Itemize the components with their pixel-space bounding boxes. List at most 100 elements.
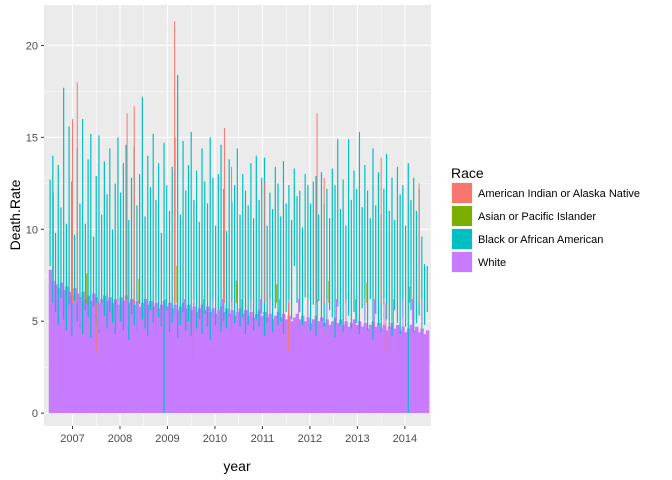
legend-swatch [452,229,472,249]
bar-white [178,306,183,414]
bar-white [336,323,340,414]
bar-white [252,317,256,414]
bar-white [401,326,405,414]
bar-white [200,304,205,414]
bar-white [184,308,188,414]
bar-white [97,302,101,414]
bar-white [227,313,232,414]
bar-white [108,297,112,414]
bar-white [170,308,175,414]
bar-white [393,328,397,414]
bar-white [187,304,191,414]
bar-white [173,304,177,414]
bar-white [298,319,302,414]
bar-white [415,326,419,414]
bar-white [284,319,289,414]
bar-white [279,317,283,414]
bar-white [292,317,297,414]
bar-white [119,297,123,414]
bar-white [317,321,321,414]
bar-white [81,291,85,414]
bar-white [138,306,142,414]
bar-white [263,312,267,414]
x-tick-label: 2013 [345,433,369,445]
bar-white [56,288,61,414]
bar-white [195,312,199,414]
bar-white [143,299,148,414]
bar-white [146,304,150,414]
y-tick-label: 15 [26,132,38,144]
bar-white [54,284,58,414]
bar-white [235,312,240,414]
x-axis: 2007 2008 2009 2010 2011 2012 2013 2014 [60,426,417,445]
legend-label: Black or African American [478,234,603,246]
x-tick-label: 2007 [60,433,84,445]
bar-white [84,299,88,414]
bar-white [341,324,346,414]
bar-white [363,323,367,414]
bar-white [423,334,427,414]
bar-white [100,299,104,414]
y-tick-label: 20 [26,40,38,52]
bar-white [382,324,386,414]
bar-white [241,313,245,414]
y-tick-label: 0 [32,408,38,420]
bar-white [349,323,354,414]
bar-white [306,317,310,414]
legend-label: American Indian or Alaska Native [478,188,640,200]
bar-white [311,319,316,414]
bar-white [238,308,243,414]
bar-white [366,328,370,414]
bar-white [216,310,221,414]
legend-swatch [452,252,472,272]
bar-white [230,310,234,414]
bar-white [165,306,169,414]
bar-white [189,310,194,414]
bar-white [219,306,224,414]
legend-swatch [452,183,472,203]
bar-white [113,299,118,414]
bar-white [103,295,107,414]
x-tick-label: 2008 [108,433,132,445]
bar-white [67,291,72,414]
bar-white [260,315,264,414]
bar-white [151,306,156,414]
bar-white [360,326,365,414]
chart-bars [48,21,430,414]
bar-white [265,317,270,414]
bar-white [225,308,229,414]
bar-white [398,330,403,414]
bar-white [149,300,153,414]
legend: Race American Indian or Alaska Native Asi… [451,165,640,273]
bar-white [276,312,280,414]
x-tick-label: 2011 [251,433,275,445]
bar-white [75,293,80,414]
bar-white [368,324,373,414]
bar-white [287,315,291,414]
bar-white [154,302,158,414]
bar-white [268,313,272,414]
bar-white [59,282,63,414]
bar-white [157,308,161,414]
bar-white [355,324,359,414]
bar-white [246,315,251,414]
x-axis-title: year [223,458,251,474]
bar-white [325,319,329,414]
bar-white [92,293,96,414]
bar-white [192,306,196,414]
bar-white [130,299,134,414]
bar-white [89,300,93,414]
bar-white [73,288,77,414]
legend-swatch [452,206,472,226]
bar-white [409,324,413,414]
bar-white [70,295,74,414]
bar-white [344,321,348,414]
bar-white [314,315,318,414]
legend-label: White [478,257,506,269]
bar-white [374,326,378,414]
bar-white [271,319,275,414]
bar-white [86,295,91,414]
bar-white [379,328,384,414]
bar-white [141,302,145,414]
bar-white [333,317,337,414]
